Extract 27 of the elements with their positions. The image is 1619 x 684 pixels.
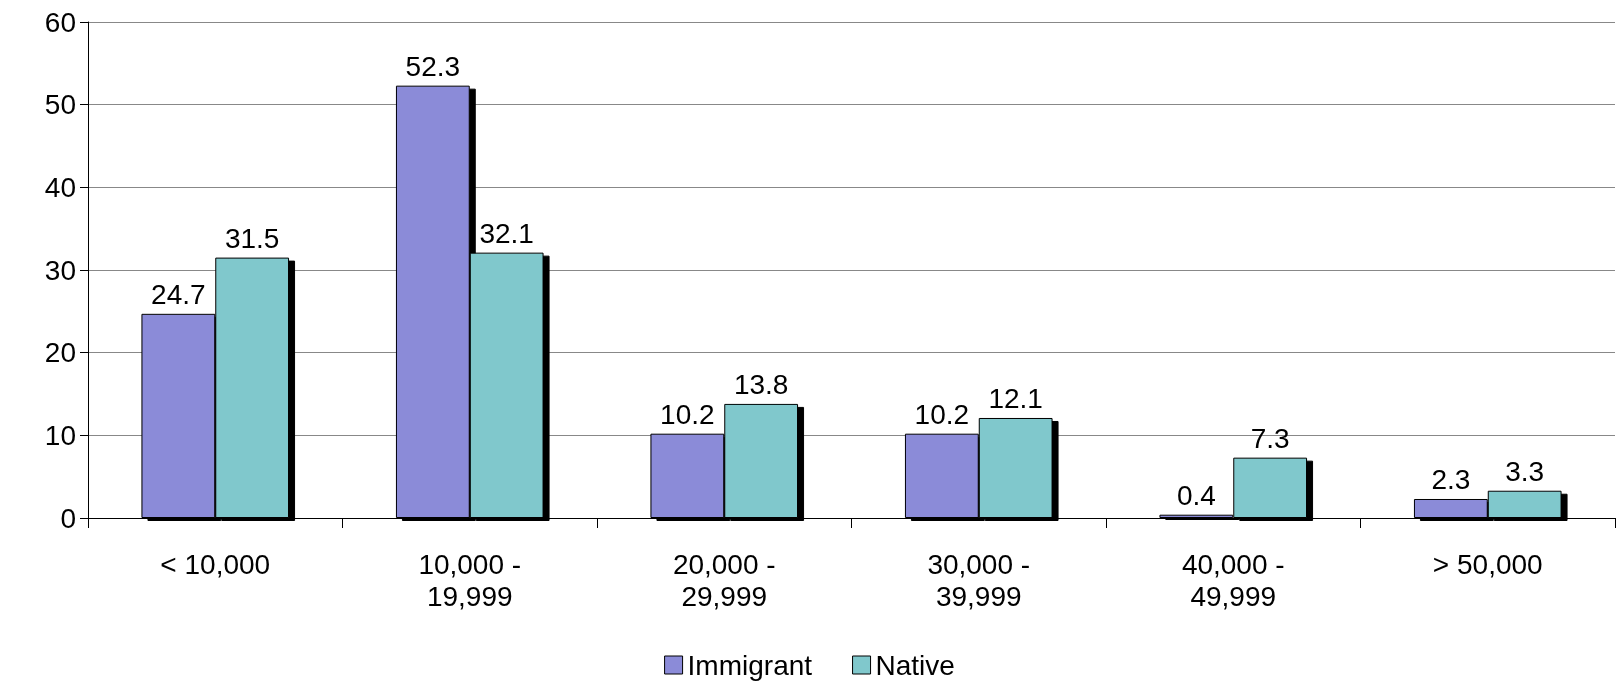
data-label: 24.7: [151, 279, 206, 311]
legend-label: Native: [875, 649, 955, 681]
y-tick-label: 60: [44, 6, 76, 38]
y-tick-label: 50: [44, 89, 76, 121]
data-label: 32.1: [479, 218, 534, 250]
x-tick-label: 40,000 - 49,999: [1181, 548, 1285, 612]
data-label: 2.3: [1431, 464, 1471, 496]
y-tick-label: 30: [44, 254, 76, 286]
data-label: 52.3: [405, 51, 461, 83]
data-label: 31.5: [224, 223, 280, 255]
data-label: 3.3: [1505, 456, 1545, 488]
y-tick-label: 0: [60, 502, 76, 534]
x-tick-label: > 50,000: [1432, 548, 1543, 580]
data-label: 0.4: [1176, 480, 1216, 512]
data-label: 7.3: [1250, 423, 1290, 455]
data-label: 13.8: [733, 369, 789, 401]
x-tick-label: 20,000 - 29,999: [672, 548, 776, 612]
x-tick-label: 10,000 - 19,999: [418, 548, 522, 612]
x-tick-label: < 10,000: [160, 548, 271, 580]
y-tick-label: 20: [44, 337, 76, 369]
y-tick-label: 40: [44, 171, 76, 203]
data-label: 10.2: [660, 399, 715, 431]
data-label: 12.1: [988, 383, 1043, 415]
y-tick-label: 10: [44, 419, 76, 451]
x-tick-label: 30,000 - 39,999: [927, 548, 1031, 612]
legend-label: Immigrant: [687, 649, 813, 681]
data-label: 10.2: [914, 399, 970, 431]
